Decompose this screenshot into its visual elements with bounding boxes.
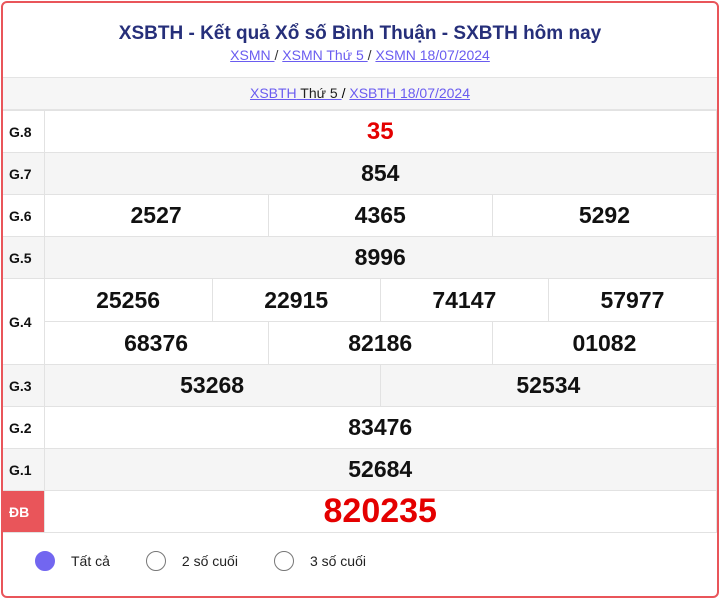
filter-last-3[interactable]: 3 số cuối <box>273 551 366 571</box>
prize-label: G.3 <box>3 364 45 407</box>
prize-number: 52684 <box>43 448 717 491</box>
separator: / <box>367 47 372 63</box>
prize-number: 83476 <box>43 406 717 449</box>
prize-number: 854 <box>43 152 717 195</box>
link-xsmn-thu5[interactable]: XSMN Thứ 5 <box>282 47 368 63</box>
prize-label: G.5 <box>3 236 45 279</box>
jackpot-number: 820235 <box>43 490 717 533</box>
prize-label: ĐB <box>3 490 45 533</box>
prize-number: 82186 <box>269 322 493 364</box>
prize-label: G.1 <box>3 448 45 491</box>
link-xsbth-date[interactable]: XSBTH 18/07/2024 <box>349 85 471 101</box>
prize-label: G.4 <box>3 278 45 365</box>
link-prefix: XSBTH <box>249 85 297 101</box>
filter-label: Tất cả <box>71 553 110 569</box>
prize-number: 22915 <box>213 279 381 321</box>
link-xsmn[interactable]: XSMN <box>230 47 275 63</box>
prize-number: 5292 <box>578 202 631 228</box>
filter-last-2[interactable]: 2 số cuối <box>145 551 238 571</box>
link-xsmn-date[interactable]: XSMN 18/07/2024 <box>375 47 490 63</box>
row-g5: G.5 8996 <box>3 236 717 279</box>
filter-label: 3 số cuối <box>309 553 366 569</box>
radio-icon[interactable] <box>273 551 294 571</box>
separator: / <box>274 47 279 63</box>
prize-label: G.8 <box>3 110 45 153</box>
page-title: XSBTH - Kết quả Xổ số Bình Thuận - SXBTH… <box>118 23 602 44</box>
results-table: G.8 35 G.7 854 G.6 2527 4365 5292 G.5 8996 G.4… <box>3 110 717 533</box>
link-xsbth-thu5[interactable]: XSBTH Thứ 5 <box>250 85 342 101</box>
row-g3: G.3 53268 52534 <box>3 364 717 407</box>
prize-number: 74147 <box>381 279 549 321</box>
prize-number: 2527 <box>45 195 269 236</box>
prize-number: 53268 <box>45 365 381 406</box>
separator: / <box>341 85 346 101</box>
row-g8: G.8 35 <box>3 110 717 153</box>
header: XSBTH - Kết quả Xổ số Bình Thuận - SXBTH… <box>3 3 717 78</box>
prize-label: G.2 <box>3 406 45 449</box>
breadcrumb: XSMN / XSMN Thứ 5 / XSMN 18/07/2024 <box>3 47 717 63</box>
filter-all[interactable]: Tất cả <box>35 551 110 571</box>
prize-number: 25256 <box>45 279 213 321</box>
digit-filter: Tất cả 2 số cuối 3 số cuối <box>3 533 717 571</box>
prize-label: G.7 <box>3 152 45 195</box>
prize-number: 68376 <box>45 322 269 364</box>
radio-selected-icon[interactable] <box>35 551 55 571</box>
prize-number: 4365 <box>269 195 493 236</box>
row-db: ĐB 820235 <box>3 490 717 533</box>
prize-number: 35 <box>43 110 717 153</box>
row-g7: G.7 854 <box>3 152 717 195</box>
row-g2: G.2 83476 <box>3 406 717 449</box>
prize-number: 57977 <box>600 286 665 313</box>
prize-number: 01082 <box>572 329 637 356</box>
link-day: Thứ 5 <box>296 85 342 101</box>
row-g6: G.6 2527 4365 5292 <box>3 194 717 237</box>
row-g1: G.1 52684 <box>3 448 717 491</box>
radio-icon[interactable] <box>145 551 166 571</box>
row-g4: G.4 25256 22915 74147 57977 68376 82186 01082 <box>3 278 717 365</box>
prize-number: 52534 <box>516 372 581 398</box>
prize-label: G.6 <box>3 194 45 237</box>
prize-number: 8996 <box>43 236 717 279</box>
sub-breadcrumb: XSBTH Thứ 5 / XSBTH 18/07/2024 <box>3 78 717 110</box>
filter-label: 2 số cuối <box>181 553 238 569</box>
